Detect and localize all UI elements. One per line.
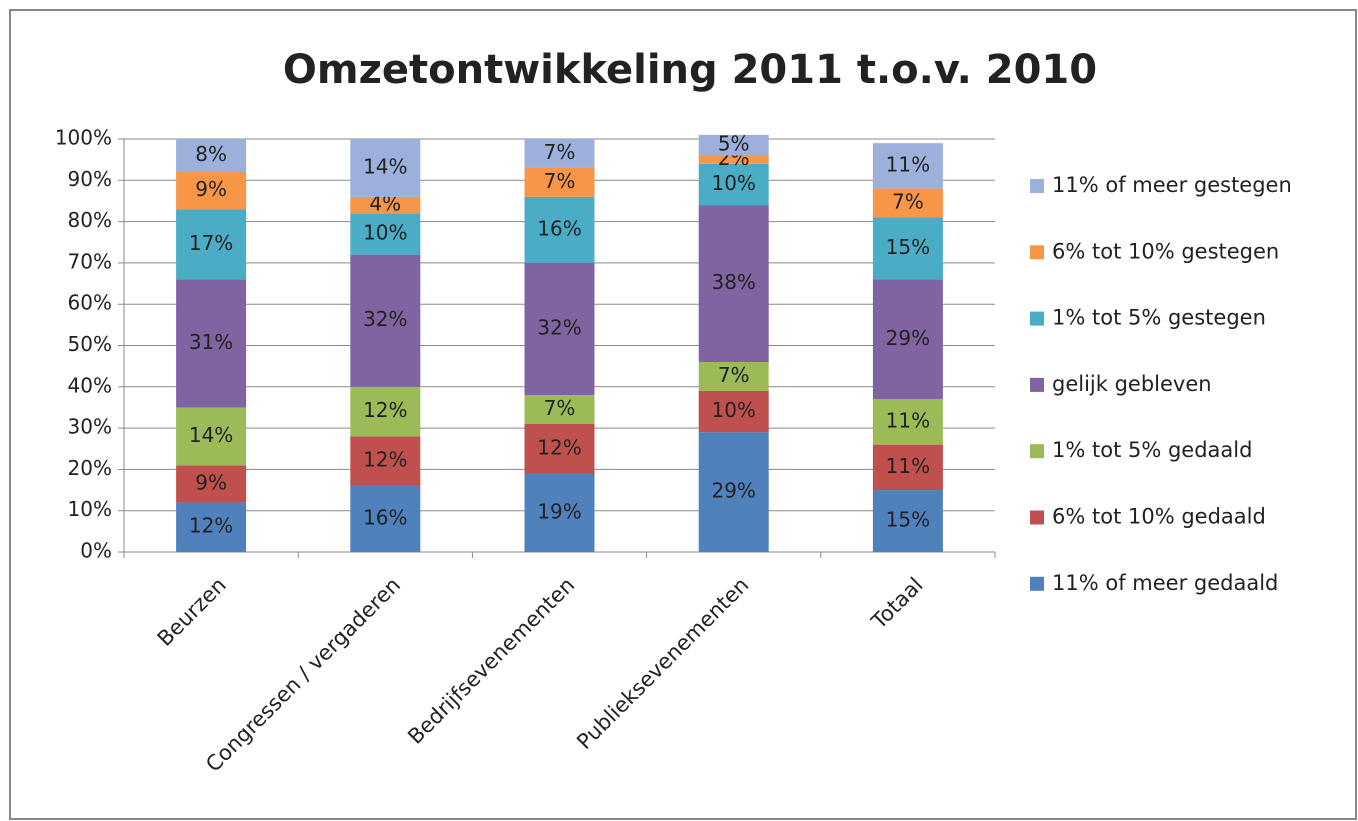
data-label: 9%: [195, 177, 227, 201]
data-label: 7%: [892, 190, 924, 214]
y-tick-label: 40%: [68, 373, 112, 397]
legend-label: 1% tot 5% gestegen: [1052, 306, 1266, 330]
data-label: 15%: [886, 508, 930, 532]
legend-swatch: [1030, 245, 1044, 260]
data-label: 16%: [363, 505, 407, 529]
data-label: 10%: [711, 398, 755, 422]
data-label: 11%: [886, 454, 930, 478]
data-label: 12%: [189, 514, 233, 538]
bar-segment: [524, 395, 595, 424]
legend-swatch: [1030, 576, 1044, 591]
bar-segment: [350, 436, 421, 486]
bar-segment: [872, 399, 943, 445]
data-label: 17%: [189, 231, 233, 255]
data-label: 32%: [537, 315, 581, 339]
y-tick-label: 90%: [68, 167, 112, 191]
legend-label: 11% of meer gestegen: [1052, 173, 1292, 197]
data-label: 29%: [711, 479, 755, 503]
bar-segment: [872, 217, 943, 280]
data-label: 11%: [886, 152, 930, 176]
data-label: 32%: [363, 307, 407, 331]
legend-label: 11% of meer gedaald: [1052, 571, 1278, 595]
data-label: 12%: [363, 448, 407, 472]
bar-segment: [524, 423, 595, 474]
data-label: 7%: [544, 140, 576, 164]
bar-segment: [524, 262, 595, 396]
legend-swatch: [1030, 311, 1044, 326]
data-label: 8%: [195, 142, 227, 166]
y-tick-label: 50%: [68, 332, 112, 356]
bar-segment: [872, 279, 943, 400]
data-label: 5%: [718, 132, 750, 156]
bar-segment: [350, 196, 421, 214]
legend-swatch: [1030, 179, 1044, 193]
y-tick-label: 80%: [68, 208, 112, 232]
bar-segment: [524, 167, 595, 197]
bar-segment: [350, 213, 421, 255]
data-label: 7%: [544, 396, 576, 420]
data-label: 10%: [711, 171, 755, 195]
y-tick-label: 30%: [68, 415, 112, 439]
data-label: 7%: [544, 169, 576, 193]
bar-segment: [176, 279, 247, 408]
legend-swatch: [1030, 444, 1044, 459]
bar-segment: [524, 473, 595, 552]
bar-segment: [698, 155, 769, 164]
bar-segment: [698, 362, 769, 391]
bar-segment: [350, 485, 421, 552]
bar-segment: [350, 254, 421, 387]
bar-segment: [698, 134, 769, 156]
legend-label: 6% tot 10% gestegen: [1052, 239, 1279, 263]
data-label: 11%: [886, 408, 930, 432]
y-tick-label: 10%: [68, 497, 112, 521]
data-label: 29%: [886, 326, 930, 350]
legend-label: 6% tot 10% gedaald: [1052, 505, 1266, 529]
data-label: 10%: [363, 220, 407, 244]
data-label: 31%: [189, 330, 233, 354]
bar-segment: [176, 465, 247, 503]
bar-segment: [350, 386, 421, 437]
y-tick-label: 70%: [68, 249, 112, 273]
y-tick-label: 20%: [68, 456, 112, 480]
y-tick-label: 60%: [68, 291, 112, 315]
bar-segment: [176, 407, 247, 466]
bar-segment: [872, 143, 943, 189]
bar-segment: [872, 490, 943, 552]
bar-segment: [524, 196, 595, 263]
data-label: 12%: [537, 435, 581, 459]
bar-segment: [872, 188, 943, 218]
y-tick-label: 0%: [80, 539, 112, 563]
bar-segment: [176, 172, 247, 210]
data-label: 14%: [189, 423, 233, 447]
data-label: 16%: [537, 216, 581, 240]
bar-segment: [698, 432, 769, 552]
data-label: 12%: [363, 398, 407, 422]
bar-segment: [176, 502, 247, 552]
legend-label: gelijk gebleven: [1052, 372, 1212, 396]
bar-segment: [872, 444, 943, 491]
bar-segment: [176, 209, 247, 280]
bar-segment: [176, 139, 247, 173]
legend-label: 1% tot 5% gedaald: [1052, 438, 1252, 462]
bar-segment: [350, 139, 421, 197]
legend-swatch: [1030, 510, 1044, 525]
data-label: 38%: [711, 270, 755, 294]
bar-segment: [698, 163, 769, 206]
y-tick-label: 100%: [55, 126, 112, 150]
legend-swatch: [1030, 377, 1044, 392]
data-label: 15%: [886, 235, 930, 259]
data-label: 19%: [537, 499, 581, 523]
chart-title: Omzetontwikkeling 2011 t.o.v. 2010: [283, 47, 1097, 93]
bar-segment: [698, 205, 769, 363]
data-label: 7%: [718, 363, 750, 387]
bar-segment: [698, 390, 769, 433]
data-label: 9%: [195, 470, 227, 494]
bar-segment: [524, 139, 595, 168]
data-label: 14%: [363, 154, 407, 178]
